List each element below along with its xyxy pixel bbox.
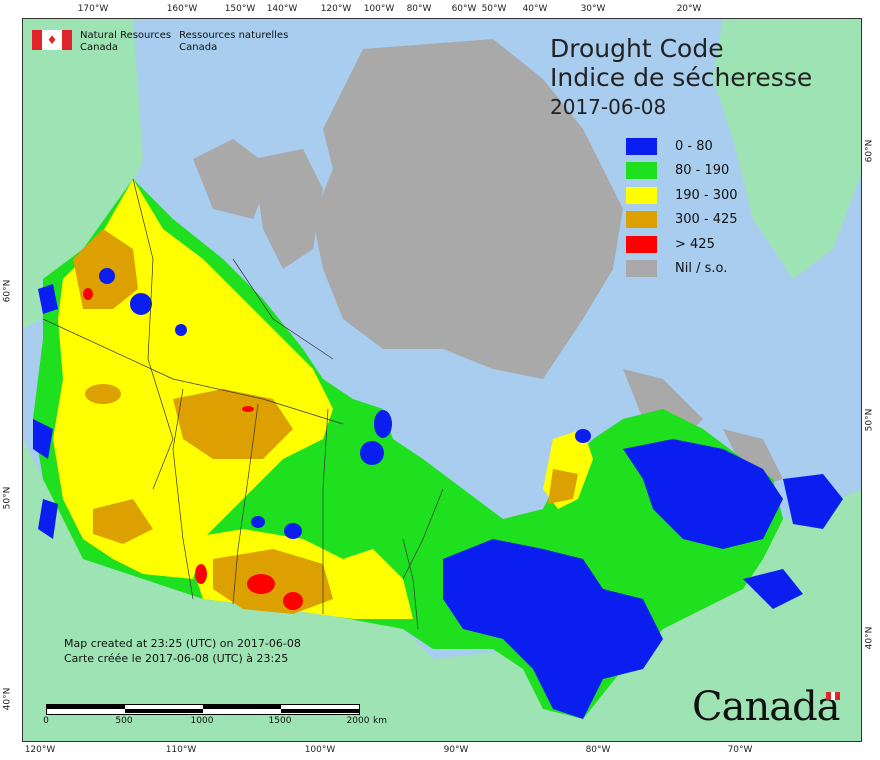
graticule-left-label: 50°N <box>2 486 13 510</box>
graticule-top-label: 170°W <box>77 4 109 14</box>
scale-labels: 0 500 1000 1500 2000 km <box>43 716 387 726</box>
graticule-bottom-label: 90°W <box>443 745 469 755</box>
map-date: 2017-06-08 <box>550 95 667 119</box>
legend-item: 300 - 425 <box>626 208 738 233</box>
graticule-top-label: 120°W <box>320 4 352 14</box>
map-title: Drought Code Indice de sécheresse 2017-0… <box>550 34 812 120</box>
legend-swatch <box>626 260 657 278</box>
graticule-left-label: 40°N <box>2 687 13 711</box>
zone-0-80 <box>33 268 843 719</box>
legend: 0 - 80 80 - 190 190 - 300 300 - 425 > 42… <box>626 134 738 281</box>
credit-french: Carte créée le 2017-06-08 (UTC) à 23:25 <box>64 652 289 665</box>
arctic-islands <box>193 39 783 489</box>
outside-land <box>23 19 861 741</box>
legend-swatch <box>626 162 657 180</box>
legend-item: 190 - 300 <box>626 183 738 208</box>
graticule-top-label: 150°W <box>224 4 256 14</box>
map-credits: Map created at 23:25 (UTC) on 2017-06-08… <box>64 636 301 666</box>
graticule-top-label: 80°W <box>406 4 432 14</box>
graticule-top-label: 50°W <box>481 4 507 14</box>
graticule-right-label: 60°N <box>864 139 875 163</box>
graticule-left-label: 60°N <box>2 279 13 303</box>
map-panel <box>22 18 862 742</box>
graticule-right-label: 40°N <box>864 626 875 650</box>
zone-over-425 <box>83 288 303 610</box>
canada-wordmark: Canada <box>692 684 841 730</box>
legend-item: > 425 <box>626 232 738 257</box>
legend-swatch <box>626 211 657 229</box>
graticule-bottom-label: 70°W <box>727 745 753 755</box>
credit-english: Map created at 23:25 (UTC) on 2017-06-08 <box>64 637 301 650</box>
title-english: Drought Code <box>550 34 724 63</box>
map-canvas <box>23 19 861 741</box>
graticule-bottom-label: 100°W <box>304 745 336 755</box>
graticule-top-label: 60°W <box>451 4 477 14</box>
graticule-top-label: 100°W <box>363 4 395 14</box>
legend-item: 0 - 80 <box>626 134 738 159</box>
scale-bar: 0 500 1000 1500 2000 km <box>43 704 387 727</box>
graticule-bottom-label: 80°W <box>585 745 611 755</box>
legend-item: 80 - 190 <box>626 159 738 184</box>
scale-bar-graphic <box>46 704 360 715</box>
graticule-top-label: 160°W <box>166 4 198 14</box>
canada-flag-icon: ♦ <box>32 30 72 50</box>
graticule-top-label: 30°W <box>580 4 606 14</box>
graticule-right-label: 50°N <box>864 408 875 432</box>
graticule-top-label: 20°W <box>676 4 702 14</box>
legend-swatch <box>626 235 657 253</box>
graticule-top-label: 40°W <box>522 4 548 14</box>
department-name-en: Natural Resources Canada <box>80 30 172 53</box>
province-boundaries <box>42 178 444 630</box>
department-name-fr: Ressources naturelles Canada <box>179 30 289 53</box>
graticule-bottom-label: 120°W <box>24 745 56 755</box>
legend-item: Nil / s.o. <box>626 257 738 282</box>
graticule-bottom-label: 110°W <box>165 745 197 755</box>
title-french: Indice de sécheresse <box>550 63 813 92</box>
legend-swatch <box>626 186 657 204</box>
wordmark-flag-icon <box>826 692 841 700</box>
legend-swatch <box>626 137 657 155</box>
government-signature: ♦ Natural Resources Canada Ressources na… <box>32 30 288 54</box>
graticule-top-label: 140°W <box>266 4 298 14</box>
